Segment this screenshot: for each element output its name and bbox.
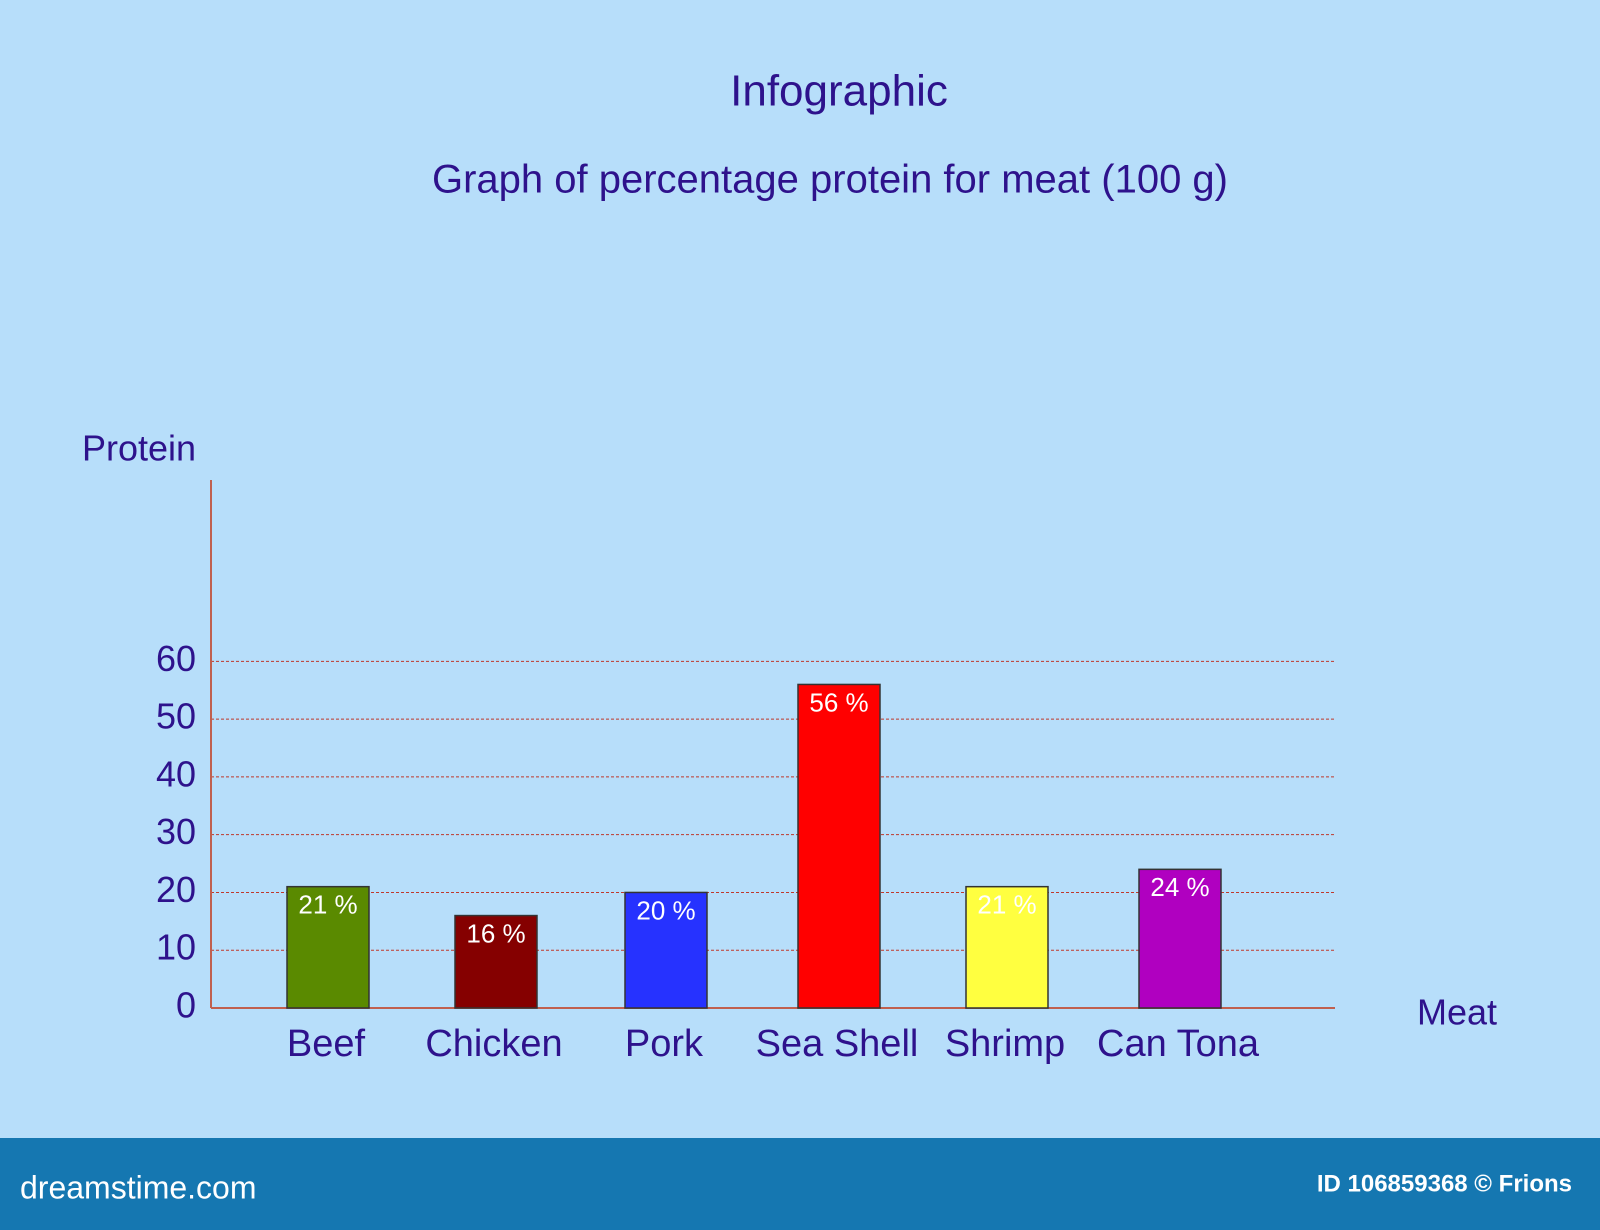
y-tick-label: 60	[156, 638, 196, 679]
y-tick-label: 0	[176, 985, 196, 1026]
y-tick-label: 50	[156, 696, 196, 737]
x-tick-label: Beef	[287, 1023, 366, 1065]
x-axis-label: Meat	[1417, 992, 1497, 1033]
value-label: 20 %	[636, 895, 695, 925]
bar	[797, 683, 881, 1009]
y-axis-label: Protein	[82, 428, 196, 469]
y-tick-label: 30	[156, 811, 196, 852]
x-tick-label: Shrimp	[945, 1023, 1065, 1065]
footer-logo: dreamstime.com	[20, 1169, 257, 1205]
value-label: 16 %	[466, 918, 525, 948]
chart-title: Infographic	[730, 67, 948, 116]
bar	[286, 885, 370, 1009]
bar	[1138, 868, 1222, 1009]
y-tick-label: 40	[156, 753, 196, 794]
bar	[965, 885, 1049, 1009]
footer-bar	[0, 1138, 1600, 1230]
value-label: 21 %	[298, 890, 357, 920]
chart-subtitle: Graph of percentage protein for meat (10…	[432, 158, 1228, 202]
value-label: 56 %	[809, 687, 868, 717]
x-tick-label: Can Tona	[1097, 1023, 1260, 1065]
x-tick-label: Sea Shell	[756, 1023, 919, 1065]
value-label: 21 %	[977, 890, 1036, 920]
y-tick-label: 10	[156, 927, 196, 968]
y-tick-label: 20	[156, 869, 196, 910]
x-tick-label: Chicken	[425, 1023, 562, 1065]
value-label: 24 %	[1150, 872, 1209, 902]
footer-id: ID 106859368 © Frions	[1317, 1170, 1572, 1197]
x-tick-label: Pork	[625, 1023, 704, 1065]
bar	[624, 891, 708, 1009]
bar	[454, 914, 538, 1009]
